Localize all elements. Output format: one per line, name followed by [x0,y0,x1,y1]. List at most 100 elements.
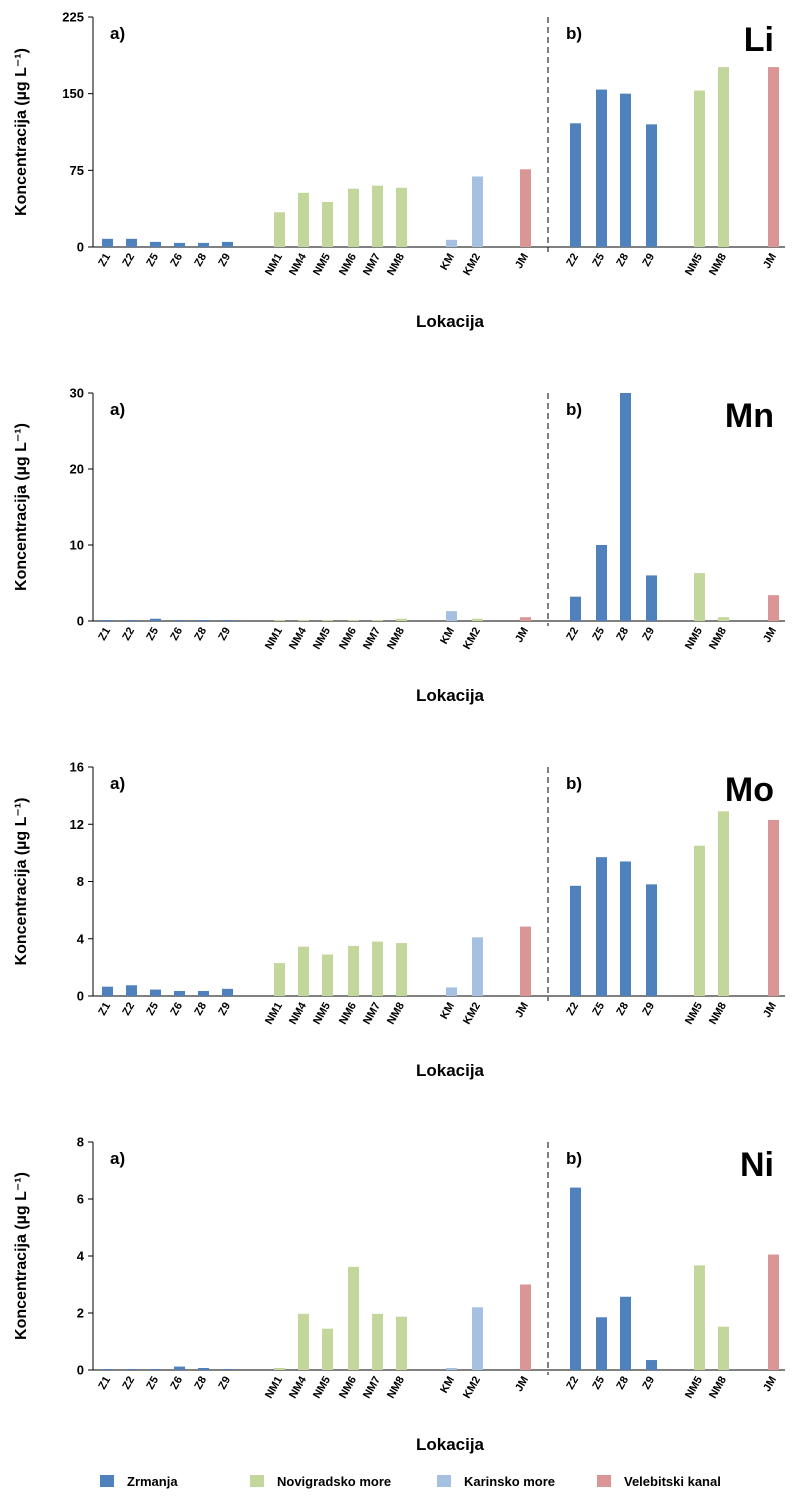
bar-z9 [646,575,657,621]
bar-z8 [620,93,631,248]
bar-z9 [646,884,657,996]
x-tick-label: Z2 [564,626,581,643]
x-tick-label: Z5 [144,1375,161,1392]
x-tick-label: NM1 [263,252,285,278]
x-tick-label: NM6 [337,626,359,652]
x-tick-label: Z6 [168,626,185,643]
bar-jm [768,595,779,621]
bar-z6 [174,242,185,247]
x-tick-label: Z9 [640,1375,657,1392]
legend-swatch [597,1475,611,1487]
legend-item-zrmanja: Zrmanja [100,1474,178,1489]
bar-z2 [570,885,581,996]
y-axis-label: Koncentracija (µg L⁻¹) [13,1172,30,1340]
y-tick-label: 0 [77,1363,84,1378]
legend-swatch [250,1475,264,1487]
x-tick-label: Z1 [96,1001,113,1018]
legend-swatch [100,1475,114,1487]
bar-z8 [620,1296,631,1370]
x-tick-label: NM8 [385,1375,407,1401]
chart-mn: 0 10 20 30 Koncentracija (µg L⁻¹) Lokacija Mn a… [13,386,785,705]
bar-z8 [198,1368,209,1370]
x-tick-label: NM8 [385,252,407,278]
y-tick-label: 0 [77,240,84,255]
legend-label: Velebitski kanal [624,1474,721,1489]
x-tick-label: NM5 [311,252,333,278]
bar-km2 [472,1307,483,1370]
panel-label: a) [110,1149,125,1168]
x-tick-label: JM [761,626,779,645]
x-tick-label: Z9 [216,626,233,643]
bar-z2 [570,123,581,247]
bar-nm5 [694,90,705,247]
legend-label: Karinsko more [464,1474,555,1489]
bar-z9 [222,620,233,621]
y-tick-label: 8 [77,1135,84,1150]
x-tick-label: JM [761,1001,779,1020]
x-axis-label: Lokacija [416,312,485,331]
y-tick-label: 30 [70,386,84,401]
x-tick-label: Z8 [192,252,209,269]
panel-label: a) [110,24,125,43]
x-tick-label: Z9 [216,1001,233,1018]
y-tick-label: 75 [70,163,84,178]
y-tick-label: 12 [70,817,84,832]
y-tick-label: 0 [77,989,84,1004]
y-axis-label: Koncentracija (µg L⁻¹) [13,48,30,216]
x-tick-label: KM [438,626,457,647]
y-axis-label: Koncentracija (µg L⁻¹) [13,798,30,966]
x-tick-label: Z8 [192,626,209,643]
bar-nm5 [322,954,333,996]
bar-z5 [150,1369,161,1370]
bar-z2 [126,620,137,621]
x-tick-label: JM [513,252,531,271]
bar-jm [768,1254,779,1370]
x-tick-label: NM7 [361,626,383,652]
bar-km [446,1368,457,1370]
bar-z5 [596,89,607,247]
bar-nm7 [372,941,383,996]
x-tick-label: Z1 [96,1375,113,1392]
y-axis-label: Koncentracija (µg L⁻¹) [13,423,30,591]
bar-nm6 [348,620,359,621]
bar-z1 [102,1369,113,1370]
x-tick-label: Z2 [120,1375,137,1392]
x-tick-label: JM [513,1375,531,1394]
x-tick-label: NM4 [287,1000,309,1027]
bar-km [446,239,457,247]
x-tick-label: KM2 [461,252,483,278]
x-axis-label: Lokacija [416,1435,485,1454]
bar-nm8 [718,617,729,621]
x-tick-label: NM4 [287,251,309,278]
x-tick-label: NM6 [337,1001,359,1027]
bar-nm7 [372,620,383,621]
x-tick-label: Z9 [640,252,657,269]
bar-nm8 [718,67,729,247]
bar-nm5 [322,202,333,247]
bar-z8 [620,861,631,996]
x-tick-label: Z5 [590,252,607,269]
x-tick-label: NM5 [683,1375,705,1401]
x-tick-label: Z6 [168,252,185,269]
x-tick-label: Z2 [120,626,137,643]
bar-z6 [174,990,185,996]
x-tick-label: Z5 [590,1001,607,1018]
x-tick-label: NM6 [337,252,359,278]
bar-km2 [472,176,483,247]
x-tick-label: KM2 [461,1001,483,1027]
x-tick-label: Z1 [96,252,113,269]
x-tick-label: NM1 [263,626,285,652]
bar-km [446,987,457,996]
x-tick-label: NM8 [707,252,729,278]
bar-z2 [570,596,581,621]
x-tick-label: Z8 [192,1001,209,1018]
bar-z5 [150,989,161,996]
bar-jm [768,67,779,247]
bar-z5 [596,545,607,621]
bar-z6 [174,1366,185,1370]
bar-z9 [222,241,233,247]
bar-z9 [646,1360,657,1370]
x-tick-label: NM1 [263,1001,285,1027]
x-tick-label: Z2 [564,252,581,269]
